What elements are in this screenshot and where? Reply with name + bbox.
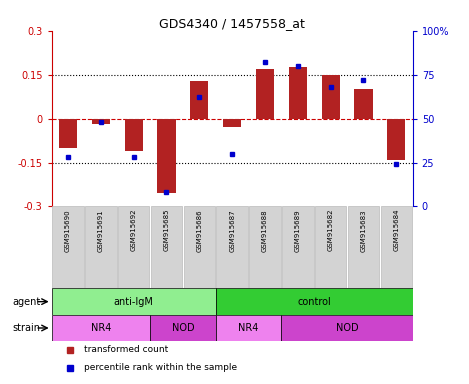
Text: percentile rank within the sample: percentile rank within the sample (84, 363, 237, 372)
Text: GSM915683: GSM915683 (361, 209, 366, 252)
Bar (52, 288, 216, 315)
Bar (52, 315, 150, 341)
Text: GSM915691: GSM915691 (98, 209, 104, 252)
Text: NR4: NR4 (238, 323, 259, 333)
Bar (150, 315, 216, 341)
Text: NOD: NOD (336, 323, 358, 333)
Bar (151, 207, 182, 288)
Bar (216, 207, 248, 288)
Text: GSM915692: GSM915692 (131, 209, 136, 252)
Text: transformed count: transformed count (84, 346, 168, 354)
Text: GSM915684: GSM915684 (393, 209, 399, 252)
Bar (355, 89, 372, 119)
Bar (348, 207, 379, 288)
Text: agent: agent (12, 296, 40, 307)
Bar (125, 119, 143, 151)
Bar (190, 81, 208, 119)
Bar (85, 207, 117, 288)
Text: GSM915689: GSM915689 (295, 209, 301, 252)
Bar (92, 119, 110, 124)
Bar (282, 207, 314, 288)
Bar (216, 288, 413, 315)
Bar (249, 207, 281, 288)
Title: GDS4340 / 1457558_at: GDS4340 / 1457558_at (159, 17, 305, 30)
Text: NR4: NR4 (91, 323, 111, 333)
Bar (52, 207, 84, 288)
Bar (289, 67, 307, 119)
Text: strain: strain (12, 323, 40, 333)
Bar (183, 207, 215, 288)
Text: GSM915682: GSM915682 (328, 209, 333, 252)
Text: GSM915685: GSM915685 (164, 209, 169, 252)
Text: GSM915686: GSM915686 (197, 209, 202, 252)
Bar (281, 315, 413, 341)
Bar (216, 315, 281, 341)
Bar (387, 119, 405, 160)
Text: GSM915687: GSM915687 (229, 209, 235, 252)
Bar (322, 74, 340, 119)
Text: GSM915690: GSM915690 (65, 209, 71, 252)
Text: NOD: NOD (172, 323, 194, 333)
Bar (223, 119, 241, 127)
Bar (315, 207, 347, 288)
Bar (59, 119, 77, 148)
Text: GSM915688: GSM915688 (262, 209, 268, 252)
Text: anti-IgM: anti-IgM (113, 296, 154, 307)
Bar (256, 69, 274, 119)
Bar (380, 207, 412, 288)
Bar (158, 119, 175, 193)
Text: control: control (297, 296, 331, 307)
Bar (118, 207, 150, 288)
